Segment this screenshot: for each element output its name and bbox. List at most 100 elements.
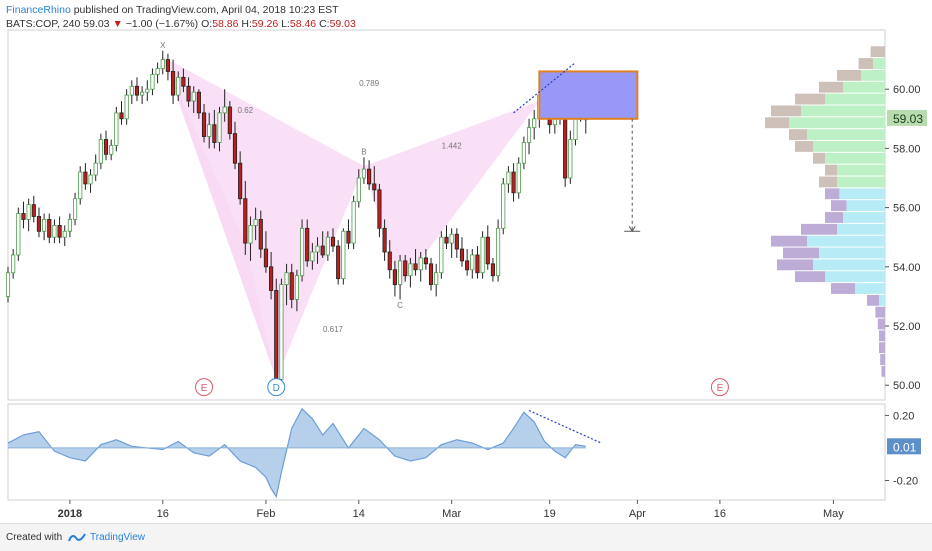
candle-up <box>160 59 165 69</box>
volume-profile-bar-inactive <box>877 318 885 330</box>
candle-down <box>475 254 480 274</box>
candle-up <box>439 236 444 274</box>
volume-profile-bar-value-area <box>819 247 885 259</box>
candle-up <box>516 162 521 194</box>
candle-down <box>134 85 140 96</box>
price-chart[interactable]: X B C D 0.789 0.62 1.442 0.617 E E 60.00 58.00 56.0… <box>0 0 932 523</box>
candle-down <box>367 168 372 185</box>
pattern-label: X <box>160 41 166 50</box>
volume-profile-bar-inactive <box>880 354 885 365</box>
candle-down <box>346 230 351 244</box>
oscillator-pane-border <box>7 403 886 501</box>
candle-down <box>454 233 459 250</box>
symbol-label[interactable]: BATS:COP, 240 <box>6 18 81 30</box>
oscillator-line <box>7 407 586 499</box>
candle-up <box>129 85 134 96</box>
price-axis-label: 60.00 <box>893 84 921 96</box>
candle-up <box>470 254 475 271</box>
point-marker-circle <box>710 378 729 397</box>
time-axis-label: Mar <box>442 508 461 520</box>
candle-up <box>222 106 227 114</box>
candle-down <box>227 106 232 134</box>
candle-down <box>201 112 207 137</box>
volume-profile-bar-inactive <box>819 81 843 93</box>
candle-down <box>465 260 470 271</box>
chart-header: FinanceRhino published on TradingView.co… <box>6 3 356 31</box>
volume-profile-bar-value-area <box>843 212 885 223</box>
candle-down <box>165 59 171 72</box>
candle-down <box>57 224 62 238</box>
candle-up <box>434 272 439 285</box>
candle-down <box>382 227 387 253</box>
volume-profile-bar-inactive <box>837 69 861 81</box>
time-axis-label: 14 <box>353 508 365 520</box>
candle-up <box>532 118 537 129</box>
price-axis-label: 54.00 <box>893 262 921 274</box>
candle-down <box>186 85 191 102</box>
volume-profile-bar-inactive <box>831 200 847 212</box>
candle-up <box>88 174 93 185</box>
candle-up <box>98 139 103 164</box>
candle-down <box>36 216 42 232</box>
candle-down <box>238 162 243 200</box>
volume-profile-bar-inactive <box>858 58 873 69</box>
candle-up <box>26 204 31 220</box>
candle-up <box>72 198 78 220</box>
point-marker-label: D <box>273 383 280 394</box>
candle-up <box>526 127 532 143</box>
candle-up <box>325 236 330 256</box>
candle-up <box>11 254 16 274</box>
candle-down <box>511 171 516 194</box>
osc-current-label-bg <box>887 438 921 455</box>
candle-down <box>403 260 408 277</box>
volume-profile-bar-inactive <box>771 105 801 117</box>
pattern-label: 0.617 <box>323 325 344 334</box>
ohlc-high: 59.26 <box>251 18 279 30</box>
candle-down <box>269 266 274 291</box>
candle-down <box>31 204 36 217</box>
oscillator-pane <box>7 407 602 499</box>
time-axis-label: 2018 <box>58 508 82 520</box>
projection-arrow-head <box>628 226 636 233</box>
publisher-name[interactable]: FinanceRhino <box>6 4 71 16</box>
grid <box>7 29 886 501</box>
volume-profile-bar-value-area <box>825 93 885 105</box>
candle-down <box>485 236 490 265</box>
candle-up <box>124 94 129 120</box>
volume-profile-bar-value-area <box>861 69 885 81</box>
price-trendline <box>513 62 576 114</box>
candle-up <box>480 236 485 274</box>
price-axis-label: 56.00 <box>893 203 921 215</box>
ohlc-close-label: C: <box>319 18 330 30</box>
price-axis-label: 50.00 <box>893 380 921 392</box>
candle-down <box>83 171 88 185</box>
price-axis-label: 52.00 <box>893 321 921 333</box>
volume-profile-bar-inactive <box>795 271 825 283</box>
candle-down <box>289 272 294 300</box>
candle-up <box>42 219 47 232</box>
candle-down <box>232 133 238 164</box>
candle-down <box>413 263 418 271</box>
candle-up <box>67 219 72 232</box>
candle-down <box>119 112 124 120</box>
footer-bar: Created with TradingView <box>0 523 932 551</box>
ohlc-low: 58.46 <box>289 18 317 30</box>
volume-profile-bar-inactive <box>819 176 837 188</box>
footer-brand-link[interactable]: TradingView <box>90 532 146 543</box>
ohlc-high-label: H: <box>241 18 252 30</box>
candle-down <box>263 248 269 268</box>
volume-profile-bar-value-area <box>801 105 885 117</box>
candle-down <box>305 227 310 262</box>
candle-up <box>315 245 320 253</box>
candle-up <box>521 142 526 164</box>
volume-profile-bar-inactive <box>879 342 885 354</box>
candle-up <box>506 171 511 185</box>
volume-profile-bar-value-area <box>855 283 885 294</box>
time-axis-label: May <box>823 508 844 520</box>
ohlc-low-label: L: <box>281 18 290 30</box>
drawings-overlay: X B C D 0.789 0.62 1.442 0.617 E E <box>160 41 729 397</box>
volume-profile-bar-value-area <box>846 200 885 212</box>
candle-down <box>320 245 325 256</box>
candle-up <box>310 251 315 262</box>
point-marker-label: E <box>201 383 208 394</box>
